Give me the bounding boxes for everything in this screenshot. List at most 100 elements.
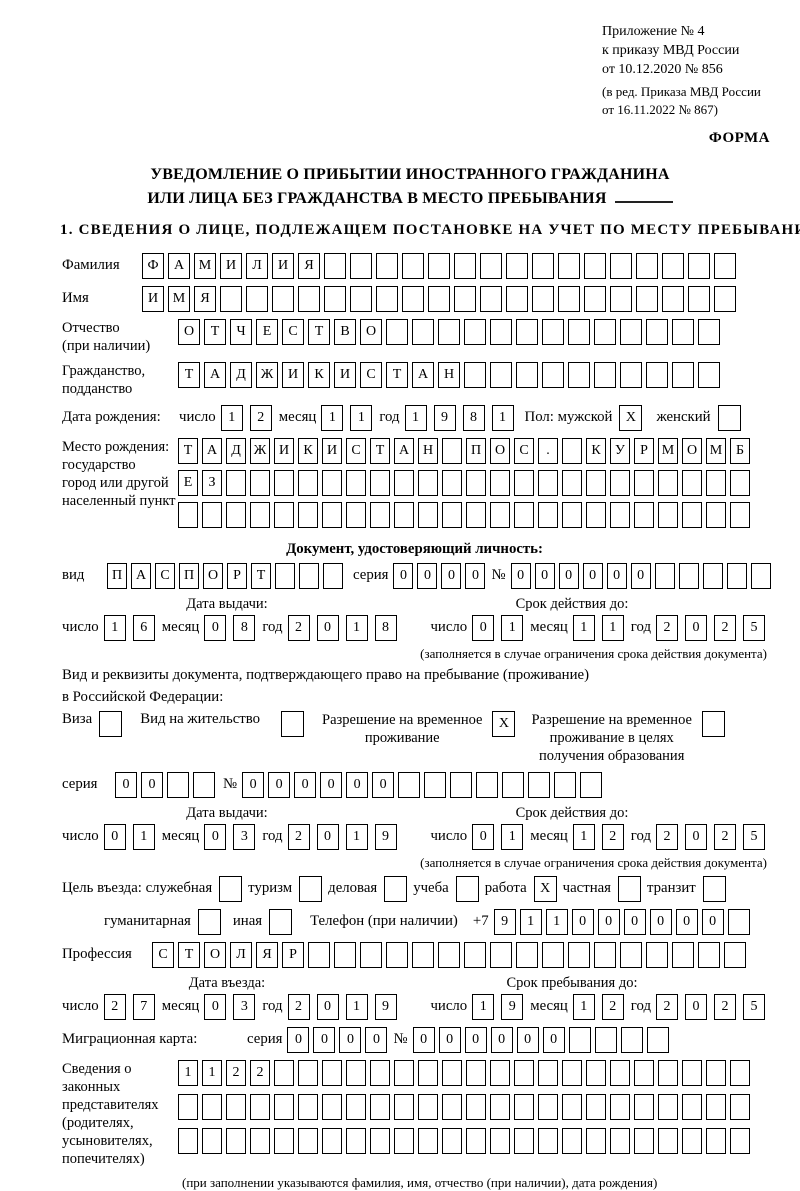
doc-number-cells-cell-9[interactable] — [702, 562, 723, 589]
profession-cells-cell-20[interactable] — [646, 941, 668, 968]
firstname-cells-cell-17[interactable] — [558, 285, 580, 312]
legal-rep-line1-cells-cell-21[interactable] — [658, 1059, 678, 1086]
surname-cells-cell-12[interactable] — [428, 252, 450, 279]
mc-number-cells-cell-8[interactable] — [594, 1026, 617, 1053]
permit-valid-year-cells-cell-1[interactable]: 2 — [656, 823, 678, 850]
birthplace-line3-cells-cell-10[interactable] — [394, 501, 414, 528]
birthplace-line1-cells-cell-11[interactable]: Н — [418, 437, 438, 464]
patronymic-cells-cell-6[interactable]: Т — [308, 318, 330, 345]
passport-issue-year-cells-cell-4[interactable]: 8 — [374, 614, 397, 641]
stay-month-cells-cell-2[interactable]: 2 — [601, 993, 624, 1020]
patronymic-cells-cell-18[interactable] — [620, 318, 642, 345]
permit-valid-year-cells-cell-2[interactable]: 0 — [685, 823, 707, 850]
surname-cells-cell-4[interactable]: И — [220, 252, 242, 279]
profession-cells-cell-1[interactable]: С — [152, 941, 174, 968]
doc-type-cells-cell-1[interactable]: П — [107, 562, 127, 589]
purpose-business-checkbox[interactable] — [384, 875, 408, 902]
legal-rep-line3-cells-cell-7[interactable] — [322, 1127, 342, 1154]
birthplace-line1-cells-cell-5[interactable]: И — [274, 437, 294, 464]
surname-cells-cell-14[interactable] — [480, 252, 502, 279]
permit-issue-month-cells-cell-1[interactable]: 0 — [204, 823, 227, 850]
birthplace-line3-cells-cell-7[interactable] — [322, 501, 342, 528]
citizenship-cells-cell-8[interactable]: С — [360, 361, 382, 388]
patronymic-cells-cell-15[interactable] — [542, 318, 564, 345]
permit-issue-year-cells-cell-4[interactable]: 9 — [374, 823, 397, 850]
patronymic-cells-cell-16[interactable] — [568, 318, 590, 345]
legal-rep-line1-cells-cell-19[interactable] — [610, 1059, 630, 1086]
permit-number-cells-cell-2[interactable]: 0 — [268, 771, 291, 798]
doc-series-cells-cell-3[interactable]: 0 — [441, 562, 462, 589]
birthplace-line3-cells-cell-20[interactable] — [634, 501, 654, 528]
citizenship-cells-cell-19[interactable] — [646, 361, 668, 388]
permit-number-cells-cell-5[interactable]: 0 — [346, 771, 369, 798]
surname-cells-cell-16[interactable] — [532, 252, 554, 279]
doc-type-cells-cell-2[interactable]: А — [131, 562, 151, 589]
firstname-cells-cell-21[interactable] — [662, 285, 684, 312]
birth-day-cells-cell-2[interactable]: 2 — [249, 404, 272, 431]
legal-rep-line3-cells-cell-9[interactable] — [370, 1127, 390, 1154]
birth-month-cells-cell-2[interactable]: 1 — [350, 404, 373, 431]
passport-valid-day-cells-cell-1[interactable]: 0 — [472, 614, 495, 641]
birthplace-line2-cells-cell-20[interactable] — [634, 469, 654, 496]
permit-issue-year-cells-cell-3[interactable]: 1 — [345, 823, 368, 850]
birthplace-line1-cells-cell-3[interactable]: Д — [226, 437, 246, 464]
firstname-cells-cell-7[interactable] — [298, 285, 320, 312]
birthplace-line3-cells-cell-21[interactable] — [658, 501, 678, 528]
firstname-cells-cell-19[interactable] — [610, 285, 632, 312]
legal-rep-line2-cells-cell-17[interactable] — [562, 1093, 582, 1120]
purpose-official-checkbox[interactable] — [219, 875, 243, 902]
passport-valid-month-cells-cell-1[interactable]: 1 — [572, 614, 595, 641]
permit-valid-year-cells-cell-3[interactable]: 2 — [714, 823, 736, 850]
legal-rep-line1-cells-cell-15[interactable] — [514, 1059, 534, 1086]
legal-rep-line2-cells-cell-22[interactable] — [682, 1093, 702, 1120]
legal-rep-line3-cells-cell-5[interactable] — [274, 1127, 294, 1154]
legal-rep-line1-cells-cell-20[interactable] — [634, 1059, 654, 1086]
legal-rep-line3-cells-cell-10[interactable] — [394, 1127, 414, 1154]
birthplace-line2-cells-cell-9[interactable] — [370, 469, 390, 496]
passport-issue-year-cells-cell-3[interactable]: 1 — [345, 614, 368, 641]
legal-rep-line1-cells-cell-17[interactable] — [562, 1059, 582, 1086]
legal-rep-line3-cells-cell-1[interactable] — [178, 1127, 198, 1154]
birthplace-line2-cells-cell-11[interactable] — [418, 469, 438, 496]
permit-issue-year-cells-cell-1[interactable]: 2 — [287, 823, 310, 850]
birthplace-line2-cells-cell-18[interactable] — [586, 469, 606, 496]
profession-cells-cell-2[interactable]: Т — [178, 941, 200, 968]
male-checkbox[interactable]: X — [619, 404, 643, 431]
profession-cells-cell-16[interactable] — [542, 941, 564, 968]
firstname-cells-cell-11[interactable] — [402, 285, 424, 312]
surname-cells-cell-20[interactable] — [636, 252, 658, 279]
birthplace-line1-cells-cell-6[interactable]: К — [298, 437, 318, 464]
phone-cells-cell-3[interactable]: 1 — [545, 908, 568, 935]
legal-rep-line2-cells-cell-12[interactable] — [442, 1093, 462, 1120]
legal-rep-line3-cells-cell-24[interactable] — [730, 1127, 750, 1154]
birthplace-line2-cells-cell-6[interactable] — [298, 469, 318, 496]
birthplace-line2-cells-cell-24[interactable] — [730, 469, 750, 496]
legal-rep-line3-cells-cell-2[interactable] — [202, 1127, 222, 1154]
legal-rep-line1-cells-cell-23[interactable] — [706, 1059, 726, 1086]
profession-cells-cell-18[interactable] — [594, 941, 616, 968]
birthplace-line3-cells-cell-15[interactable] — [514, 501, 534, 528]
legal-rep-line2-cells-cell-24[interactable] — [730, 1093, 750, 1120]
purpose-transit-checkbox[interactable] — [702, 875, 726, 902]
mc-number-cells-cell-2[interactable]: 0 — [438, 1026, 461, 1053]
legal-rep-line1-cells-cell-3[interactable]: 2 — [226, 1059, 246, 1086]
entry-day-cells-cell-1[interactable]: 2 — [103, 993, 126, 1020]
legal-rep-line1-cells-cell-9[interactable] — [370, 1059, 390, 1086]
doc-type-cells-cell-6[interactable]: Р — [227, 562, 247, 589]
doc-number-cells-cell-3[interactable]: 0 — [558, 562, 579, 589]
birthplace-line2-cells-cell-3[interactable] — [226, 469, 246, 496]
firstname-cells-cell-14[interactable] — [480, 285, 502, 312]
temp-residence-edu-checkbox[interactable] — [701, 710, 725, 737]
passport-valid-year-cells-cell-1[interactable]: 2 — [656, 614, 678, 641]
legal-rep-line2-cells-cell-1[interactable] — [178, 1093, 198, 1120]
legal-rep-line3-cells-cell-14[interactable] — [490, 1127, 510, 1154]
birthplace-line1-cells-cell-2[interactable]: А — [202, 437, 222, 464]
citizenship-cells-cell-14[interactable] — [516, 361, 538, 388]
firstname-cells-cell-4[interactable] — [220, 285, 242, 312]
birthplace-line2-cells-cell-10[interactable] — [394, 469, 414, 496]
surname-cells-cell-21[interactable] — [662, 252, 684, 279]
birthplace-line3-cells-cell-22[interactable] — [682, 501, 702, 528]
birthplace-line3-cells-cell-17[interactable] — [562, 501, 582, 528]
birthplace-line2-cells-cell-12[interactable] — [442, 469, 462, 496]
patronymic-cells-cell-14[interactable] — [516, 318, 538, 345]
